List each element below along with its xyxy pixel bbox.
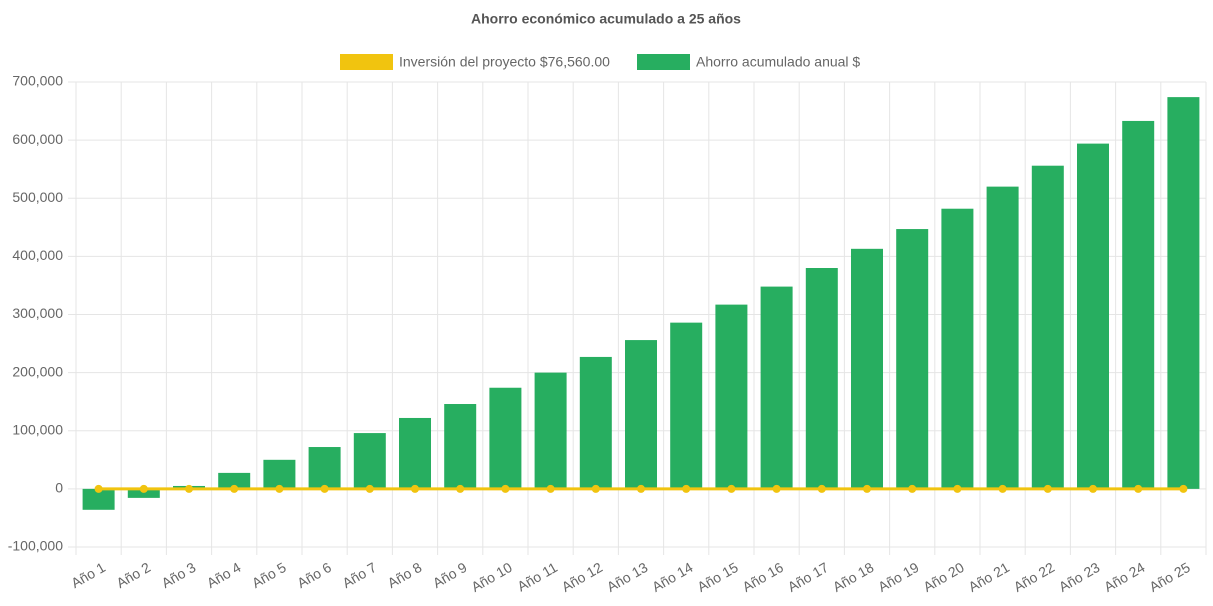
point (94, 484, 103, 493)
bar (82, 488, 115, 510)
point (1179, 484, 1188, 493)
bar (760, 286, 793, 489)
legend-swatch (340, 54, 393, 70)
point (456, 484, 465, 493)
x-tick-label: Año 13 (604, 559, 651, 595)
x-tick-label: Año 14 (649, 559, 696, 595)
point (546, 484, 555, 493)
x-tick-label: Año 10 (468, 559, 515, 595)
x-tick-label: Año 12 (559, 559, 606, 595)
point (1089, 484, 1097, 493)
point (772, 484, 781, 493)
point (320, 484, 329, 493)
x-tick-label: Año 24 (1101, 559, 1148, 595)
x-tick-label: Año 20 (920, 559, 967, 595)
bar (670, 322, 703, 489)
bar (625, 340, 657, 489)
x-tick-label: Año 3 (159, 559, 199, 591)
x-tick-label: Año 19 (875, 559, 922, 595)
x-tick-label: Año 4 (204, 559, 244, 591)
bar (353, 433, 386, 489)
point (501, 484, 510, 493)
x-tick-label: Año 6 (294, 559, 334, 591)
bar (805, 268, 838, 489)
bar (399, 417, 431, 489)
x-tick-label: Año 21 (966, 559, 1013, 595)
bar (534, 372, 567, 489)
point (863, 484, 871, 493)
bar (1167, 97, 1200, 489)
point (1134, 484, 1143, 493)
point (637, 484, 645, 493)
x-tick-label: Año 15 (694, 559, 741, 595)
x-tick-label: Año 22 (1011, 559, 1058, 595)
x-tick-label: Año 23 (1056, 559, 1103, 595)
x-tick-label: Año 7 (339, 559, 379, 591)
point (411, 484, 419, 493)
bar (218, 472, 251, 489)
bar (127, 488, 160, 498)
y-tick-label: 300,000 (12, 305, 63, 321)
point (682, 484, 691, 493)
x-tick-label: Año 9 (430, 559, 470, 591)
x-tick-label: Año 2 (113, 559, 153, 591)
x-tick-label: Año 18 (830, 559, 877, 595)
x-tick-label: Año 1 (68, 559, 108, 591)
bar (986, 186, 1019, 489)
bar (1122, 120, 1155, 489)
point (727, 484, 736, 493)
legend-label: Inversión del proyecto $76,560.00 (399, 54, 610, 70)
bar (851, 248, 883, 489)
y-tick-label: 500,000 (12, 189, 63, 205)
point (591, 484, 600, 493)
bar (444, 404, 477, 489)
chart-title: Ahorro económico acumulado a 25 años (471, 11, 741, 27)
point (953, 484, 962, 493)
bar (941, 208, 974, 489)
bar (896, 229, 929, 489)
bar (1077, 143, 1109, 489)
point (365, 484, 374, 493)
x-tick-label: Año 8 (385, 559, 425, 591)
y-tick-label: 400,000 (12, 247, 63, 263)
y-tick-label: 100,000 (12, 421, 63, 437)
bar (715, 304, 748, 489)
bar (308, 447, 341, 489)
point (275, 484, 284, 493)
x-tick-label: Año 25 (1146, 559, 1193, 595)
bar (489, 387, 522, 489)
point (185, 484, 193, 493)
x-tick-label: Año 17 (785, 559, 832, 595)
y-tick-label: -100,000 (8, 538, 63, 554)
point (139, 484, 148, 493)
point (908, 484, 917, 493)
legend-label: Ahorro acumulado anual $ (696, 54, 860, 70)
point (998, 484, 1007, 493)
bar (1031, 165, 1064, 489)
x-tick-label: Año 5 (249, 559, 289, 591)
legend-swatch (637, 54, 690, 70)
bar (579, 356, 612, 489)
y-tick-label: 600,000 (12, 131, 63, 147)
y-tick-label: 0 (55, 480, 63, 496)
y-tick-label: 700,000 (12, 73, 63, 89)
x-tick-label: Año 11 (514, 559, 560, 595)
x-tick-label: Año 16 (740, 559, 787, 595)
bar (263, 459, 296, 489)
point (1043, 484, 1052, 493)
y-tick-label: 200,000 (12, 363, 63, 379)
point (817, 484, 826, 493)
point (230, 484, 239, 493)
